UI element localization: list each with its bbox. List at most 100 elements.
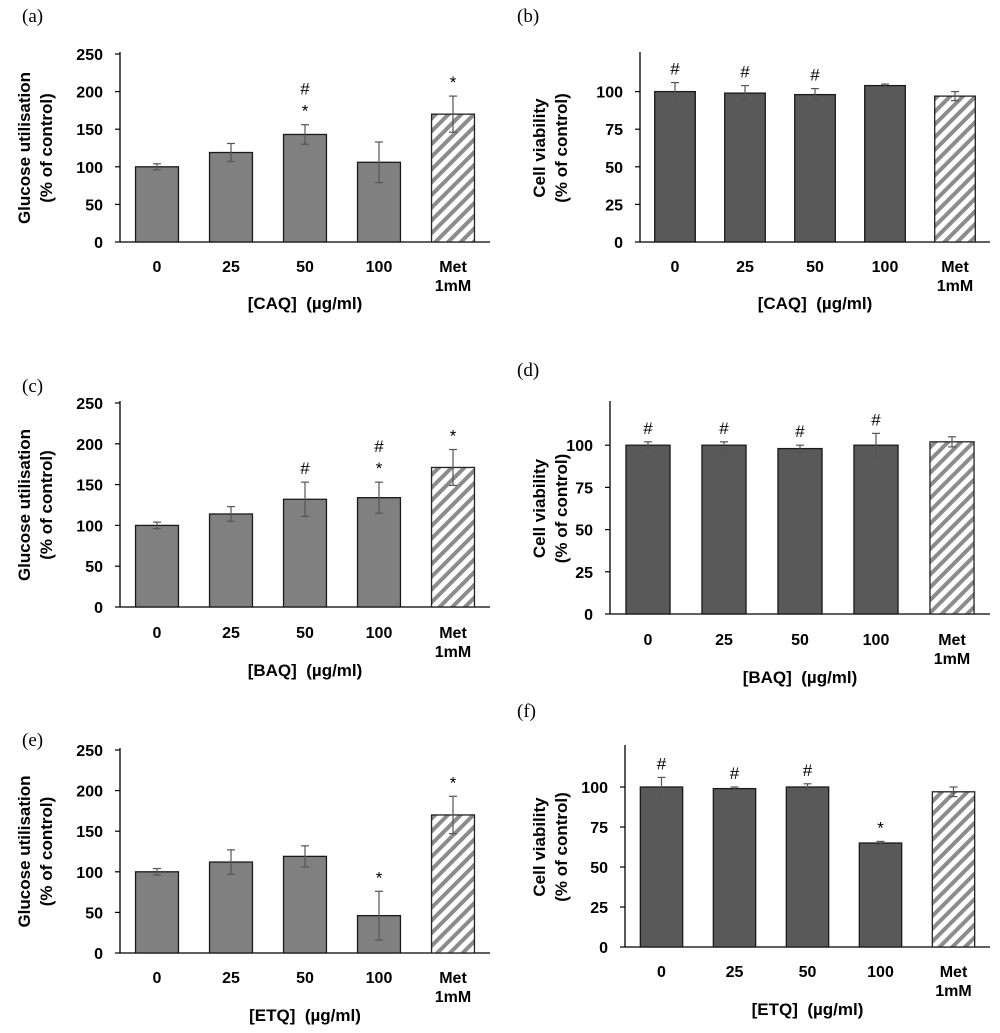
x-tick-label: Met 1mM xyxy=(435,970,471,1006)
bar xyxy=(777,447,823,615)
y-tick-label: 0 xyxy=(584,607,593,624)
bar xyxy=(712,787,757,948)
y-tick-label: 0 xyxy=(614,235,623,252)
bar xyxy=(282,498,328,608)
y-tick-label: 0 xyxy=(94,235,103,252)
significance-annotation: * xyxy=(877,818,884,837)
y-axis-title: Cell viability (% of control) xyxy=(530,454,571,564)
x-axis-title: [CAQ] (µg/ml) xyxy=(248,294,363,313)
x-tick-label: 100 xyxy=(863,632,890,649)
x-tick-label: 0 xyxy=(153,970,162,987)
bar xyxy=(929,441,975,615)
bar xyxy=(639,786,684,948)
significance-annotation: # * xyxy=(300,80,310,121)
x-tick-label: Met 1mM xyxy=(935,964,971,1000)
y-tick-label: 100 xyxy=(596,85,623,102)
x-tick-label: 50 xyxy=(296,970,314,987)
significance-annotation: # xyxy=(670,60,680,79)
y-tick-label: 75 xyxy=(575,480,593,497)
panel-label: (e) xyxy=(22,730,43,751)
bar xyxy=(134,524,180,608)
bar xyxy=(934,95,976,243)
x-tick-label: 50 xyxy=(806,259,824,276)
y-tick-label: 0 xyxy=(599,940,608,957)
bar xyxy=(794,93,836,243)
significance-annotation: * xyxy=(450,773,457,792)
x-tick-label: 50 xyxy=(799,964,817,981)
y-tick-label: 50 xyxy=(85,197,103,214)
x-axis-title: [BAQ] (µg/ml) xyxy=(248,661,363,680)
y-tick-label: 50 xyxy=(575,523,593,540)
significance-annotation: # xyxy=(719,419,729,438)
x-tick-label: 100 xyxy=(366,625,393,642)
y-tick-label: 100 xyxy=(76,865,103,882)
x-tick-label: 25 xyxy=(726,964,744,981)
x-tick-label: 0 xyxy=(644,632,653,649)
y-tick-label: 200 xyxy=(76,437,103,454)
panel-label: (a) xyxy=(22,6,43,27)
bar xyxy=(625,444,671,615)
x-axis-title: [BAQ] (µg/ml) xyxy=(743,668,858,687)
y-tick-label: 0 xyxy=(94,946,103,963)
chart-panel: (f) 0 25 50 75 100 #0 #25 #50 * 100 Met 1mM [ETQ] (µg… xyxy=(517,701,990,1019)
y-tick-label: 0 xyxy=(94,600,103,617)
y-axis-title: Glucose utilisation (% of control) xyxy=(15,72,56,224)
y-tick-label: 200 xyxy=(76,85,103,102)
chart-panel: (a) 0 50 100 150 200 250 0 25 # * 50 100 * Met 1mM [CAQ]… xyxy=(15,6,490,313)
y-tick-label: 25 xyxy=(575,565,593,582)
x-tick-label: 25 xyxy=(736,259,754,276)
x-tick-label: 25 xyxy=(715,632,733,649)
significance-annotation: # xyxy=(740,63,750,82)
x-tick-label: 0 xyxy=(657,964,666,981)
y-tick-label: 100 xyxy=(76,160,103,177)
panel-label: (b) xyxy=(517,6,539,27)
bar xyxy=(208,513,254,608)
y-axis-title: Cell viability (% of control) xyxy=(530,792,571,902)
y-tick-label: 250 xyxy=(76,396,103,413)
bar xyxy=(858,842,903,948)
x-tick-label: 100 xyxy=(872,259,899,276)
bar xyxy=(701,444,747,615)
x-tick-label: 50 xyxy=(296,625,314,642)
y-tick-label: 75 xyxy=(590,820,608,837)
x-tick-label: 25 xyxy=(222,259,240,276)
y-tick-label: 100 xyxy=(76,518,103,535)
y-tick-label: 25 xyxy=(605,197,623,214)
significance-annotation: # xyxy=(795,422,805,441)
chart-panel: (c) 0 50 100 150 200 250 0 25 #50 # * 100 * Met 1mM [BAQ… xyxy=(15,376,490,680)
bar xyxy=(853,444,899,615)
y-tick-label: 200 xyxy=(76,784,103,801)
bar xyxy=(864,84,906,243)
significance-annotation: # xyxy=(810,66,820,85)
significance-annotation: # xyxy=(803,761,813,780)
bar xyxy=(134,871,180,954)
bar xyxy=(931,791,976,948)
significance-annotation: # xyxy=(657,754,667,773)
x-tick-label: 100 xyxy=(366,970,393,987)
x-tick-label: Met 1mM xyxy=(934,632,970,668)
bar xyxy=(654,90,696,243)
x-tick-label: 25 xyxy=(222,625,240,642)
x-axis-title: [ETQ] (µg/ml) xyxy=(249,1006,361,1025)
y-axis-title: Glucose utilisation (% of control) xyxy=(15,775,56,927)
significance-annotation: * xyxy=(450,427,457,446)
x-tick-label: Met 1mM xyxy=(435,625,471,661)
panel-label: (d) xyxy=(517,360,539,381)
y-tick-label: 50 xyxy=(605,160,623,177)
panel-label: (c) xyxy=(22,376,43,397)
x-tick-label: 0 xyxy=(153,625,162,642)
bar xyxy=(724,92,766,243)
x-axis-title: [ETQ] (µg/ml) xyxy=(752,1000,864,1019)
x-tick-label: Met 1mM xyxy=(435,259,471,295)
significance-annotation: # xyxy=(730,764,740,783)
bar xyxy=(430,113,476,243)
significance-annotation: * xyxy=(450,73,457,92)
panel-label: (f) xyxy=(517,701,536,722)
y-tick-label: 50 xyxy=(590,860,608,877)
bar xyxy=(208,861,254,954)
bar xyxy=(208,151,254,243)
bar xyxy=(430,814,476,954)
y-tick-label: 75 xyxy=(605,122,623,139)
y-tick-label: 250 xyxy=(76,743,103,760)
y-axis-title: Cell viability (% of control) xyxy=(530,93,571,203)
